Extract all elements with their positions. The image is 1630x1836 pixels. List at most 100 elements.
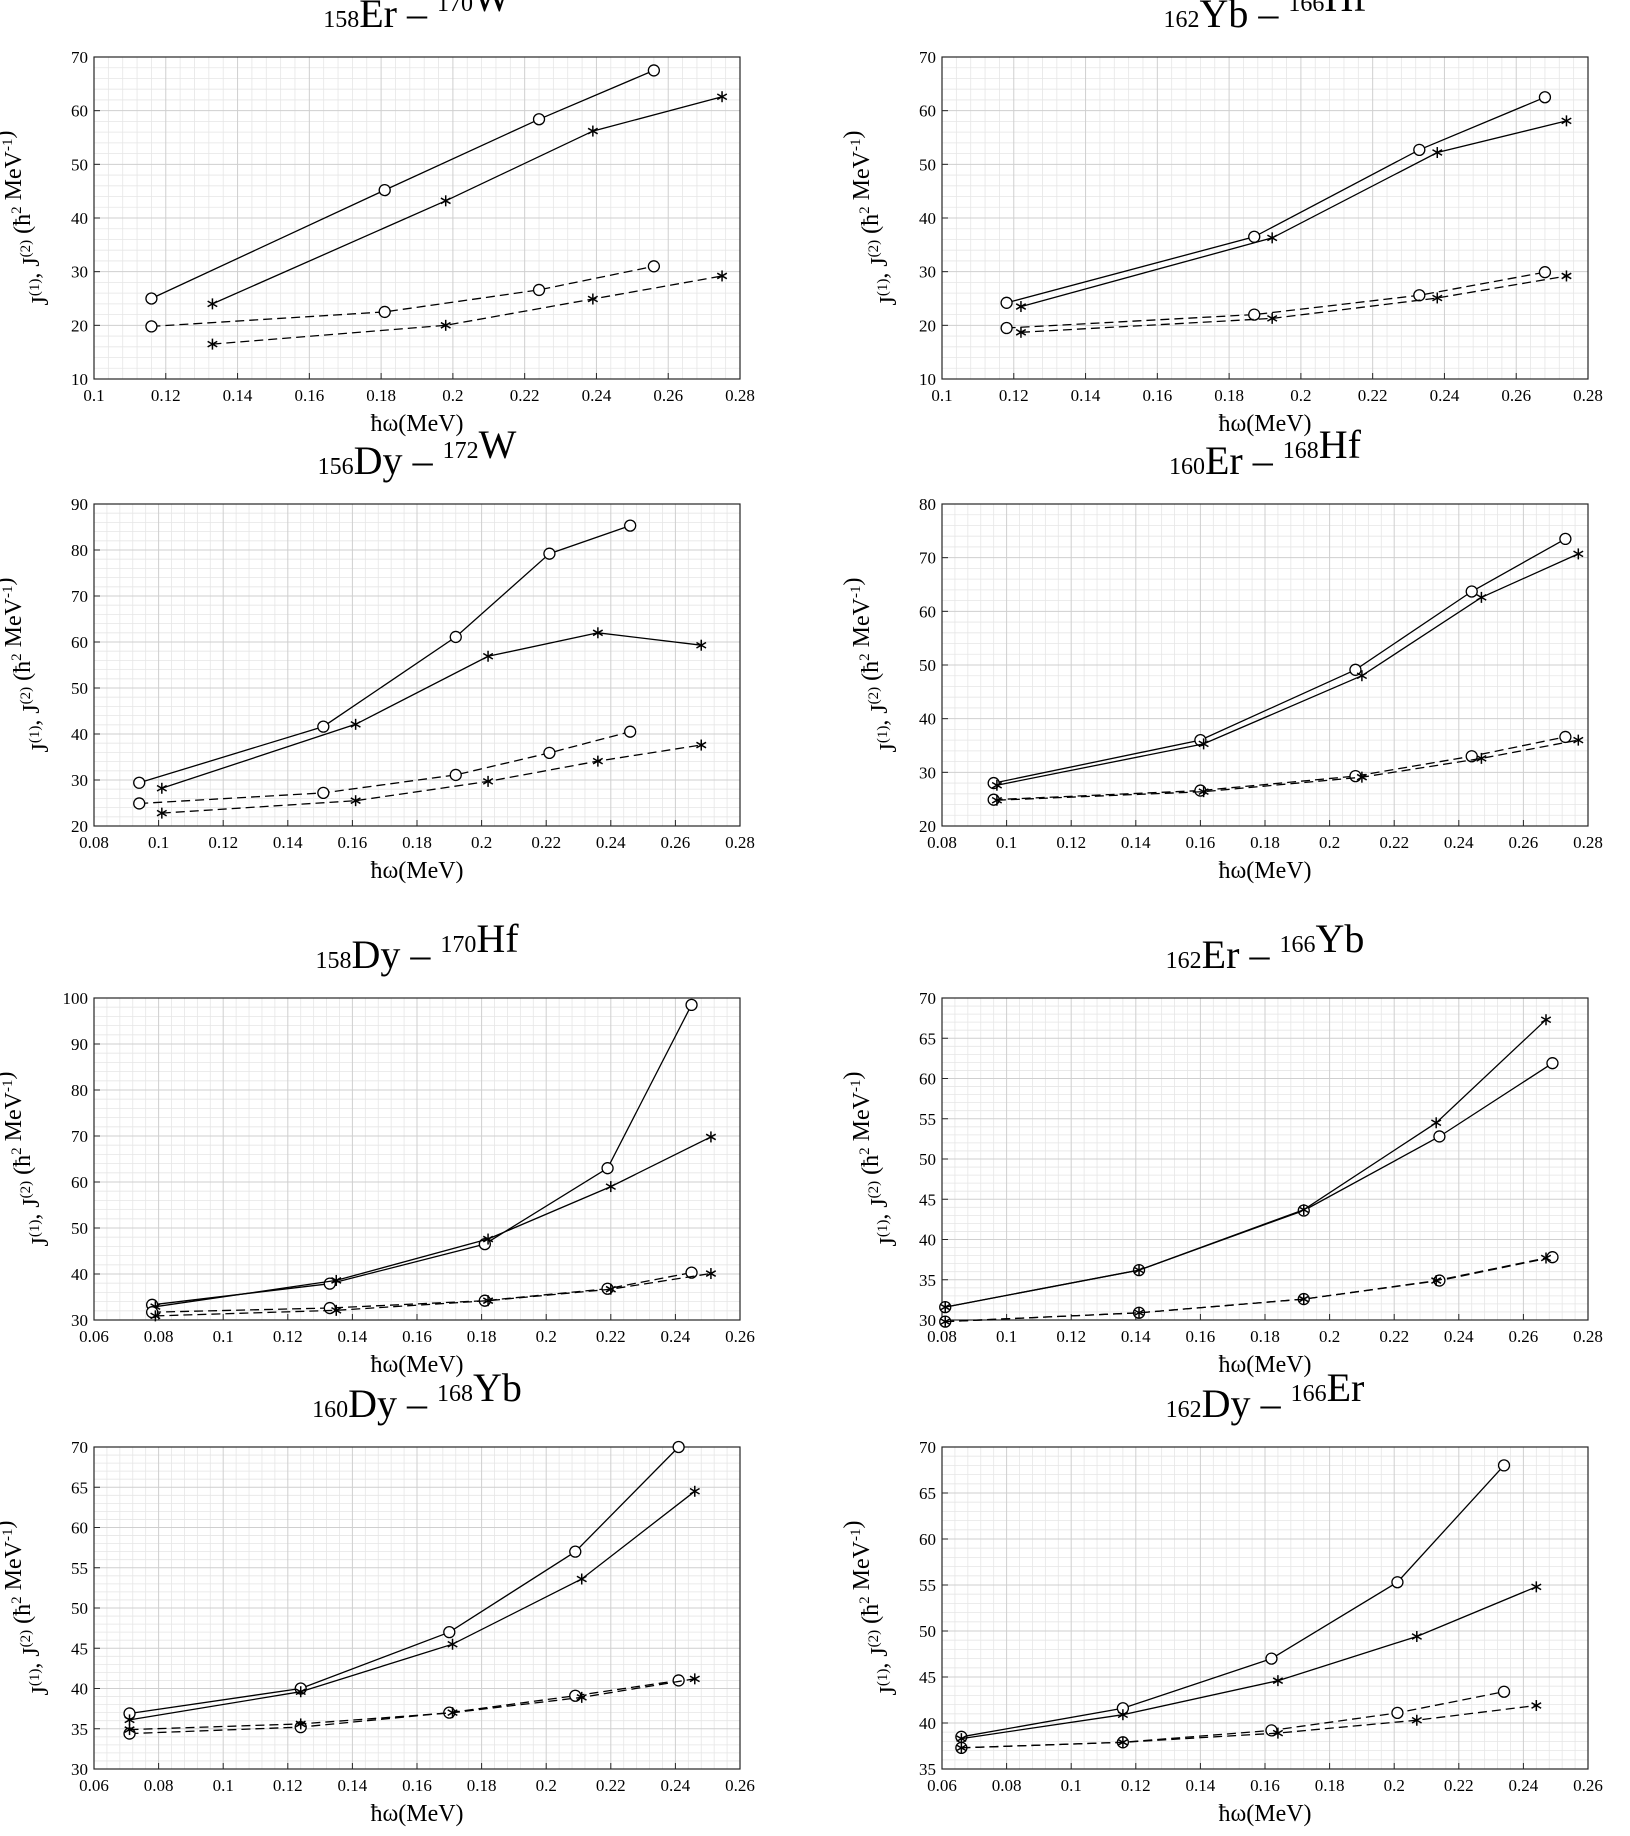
y-axis-label-part: 2 <box>857 1596 873 1604</box>
data-point-circle <box>543 547 556 560</box>
y-axis-label-part: J <box>876 1237 902 1246</box>
chart-panel-158dy-170hf: 0.06 0.08 0.1 0.12 0.14 0.16 0.18 0.2 0.22 0.24 0.… <box>0 916 755 1378</box>
data-point-asterisk <box>1117 1709 1129 1721</box>
y-axis-label: J(1), J(2) (ħ2 MeV-1) <box>0 1071 54 1246</box>
data-point-asterisk <box>991 779 1003 791</box>
y-tick-label: 80 <box>919 495 936 514</box>
y-axis-label-part: ) <box>840 577 866 585</box>
asterisk-stroke <box>1356 672 1368 680</box>
data-point-asterisk <box>156 807 167 819</box>
title-element: Dy <box>1202 1381 1251 1426</box>
data-point-circle <box>378 305 391 319</box>
data-point-asterisk <box>331 1304 342 1316</box>
y-axis-label-part: , J <box>867 1198 893 1219</box>
y-axis-label-part: J <box>28 296 54 305</box>
asterisk-stroke <box>576 1693 587 1701</box>
asterisk-stroke <box>1540 1254 1552 1262</box>
y-axis-label-part: , J <box>19 704 45 725</box>
data-point-asterisk <box>482 775 494 787</box>
data-point-asterisk <box>689 1673 700 1685</box>
data-point-asterisk <box>956 1742 967 1754</box>
data-point-asterisk <box>156 782 167 794</box>
y-axis-label-part: 2 <box>9 653 25 661</box>
y-axis-label-part: (ħ <box>10 214 36 240</box>
asterisk-stroke <box>1133 1309 1145 1317</box>
data-point-asterisk <box>705 1268 717 1280</box>
y-tick-label: 20 <box>71 316 88 335</box>
data-point-asterisk <box>587 125 599 137</box>
y-tick-label: 50 <box>71 1599 88 1618</box>
series <box>991 548 1584 791</box>
y-tick-label: 20 <box>919 817 936 836</box>
data-point-asterisk <box>1267 312 1278 324</box>
y-axis-label-part: ) <box>840 130 866 138</box>
y-tick-label: 70 <box>71 48 88 67</box>
asterisk-stroke <box>1432 294 1443 302</box>
data-point-circle <box>647 260 661 273</box>
x-tick-label: 0.24 <box>1430 386 1460 405</box>
series <box>940 1252 1552 1328</box>
asterisk-stroke <box>1431 1277 1442 1284</box>
y-axis-label-part: -1 <box>0 138 16 151</box>
data-point-circle <box>1265 1652 1278 1665</box>
chart-panel-162dy-166er: 0.06 0.08 0.1 0.12 0.14 0.16 0.18 0.2 0.22 0.24 0.… <box>840 1365 1603 1827</box>
series <box>124 1673 700 1736</box>
asterisk-stroke <box>350 720 361 728</box>
asterisk-stroke <box>940 1318 951 1326</box>
y-tick-label: 50 <box>919 1622 936 1641</box>
asterisk-stroke <box>991 796 1003 804</box>
data-point-circle <box>1497 1685 1511 1698</box>
data-point-circle <box>133 776 146 789</box>
data-point-asterisk <box>1431 1275 1442 1287</box>
series <box>1000 266 1552 335</box>
x-tick-label: 0.1 <box>213 1776 234 1795</box>
y-tick-label: 50 <box>919 656 936 675</box>
asterisk-stroke <box>576 1575 587 1583</box>
y-axis-label-part: MeV <box>1 150 27 206</box>
series-line <box>1006 271 1546 329</box>
y-tick-label: 55 <box>919 1110 936 1129</box>
title-element: Yb <box>473 1365 522 1410</box>
data-point-asterisk <box>482 650 494 662</box>
asterisk-stroke <box>689 1675 700 1683</box>
y-tick-label: 50 <box>919 1150 936 1169</box>
asterisk-stroke <box>1298 1295 1309 1303</box>
asterisk-stroke <box>1573 736 1584 744</box>
data-point-circle <box>133 797 146 810</box>
x-tick-label: 0.06 <box>79 1327 109 1346</box>
y-axis-label-part: (2) <box>866 1630 882 1648</box>
x-axis-label: ħω(MeV) <box>1218 858 1311 884</box>
y-tick-label: 80 <box>71 1081 88 1100</box>
title-element: – <box>1251 1381 1291 1426</box>
y-axis-label-part: ) <box>0 1520 18 1528</box>
x-tick-label: 0.24 <box>1444 1327 1474 1346</box>
asterisk-stroke <box>991 781 1003 789</box>
series-line <box>1006 96 1546 304</box>
y-axis-label: J(1), J(2) (ħ2 MeV-1) <box>0 1520 54 1695</box>
asterisk-stroke <box>592 757 604 765</box>
y-axis-label-part: (ħ <box>858 1155 884 1181</box>
x-tick-label: 0.26 <box>1573 1776 1603 1795</box>
y-axis-label: J(1), J(2) (ħ2 MeV-1) <box>840 1071 902 1246</box>
plot-frame <box>941 997 1589 1321</box>
x-tick-label: 0.28 <box>1573 1327 1603 1346</box>
y-axis-label-part: -1 <box>848 585 864 598</box>
y-axis-label-part: J <box>28 1686 54 1695</box>
y-axis-label-part: (1) <box>27 726 43 744</box>
y-axis-label-part: MeV <box>1 1091 27 1147</box>
y-tick-label: 90 <box>71 1035 88 1054</box>
y-axis-label-part: , J <box>867 1647 893 1668</box>
data-point-circle <box>1391 1706 1404 1720</box>
x-tick-label: 0.18 <box>467 1776 497 1795</box>
y-axis-label-part: , J <box>867 704 893 725</box>
data-point-circle <box>543 746 556 760</box>
asterisk-stroke <box>447 1709 458 1717</box>
y-axis-label-part: 2 <box>9 1147 25 1155</box>
x-tick-label: 0.14 <box>338 1776 368 1795</box>
y-axis-label-part: J <box>876 1686 902 1695</box>
chart-title: 160Er – 168Hf <box>1169 422 1362 483</box>
data-point-circle <box>647 64 661 77</box>
y-tick-label: 60 <box>71 102 88 121</box>
plot-frame <box>93 56 741 380</box>
